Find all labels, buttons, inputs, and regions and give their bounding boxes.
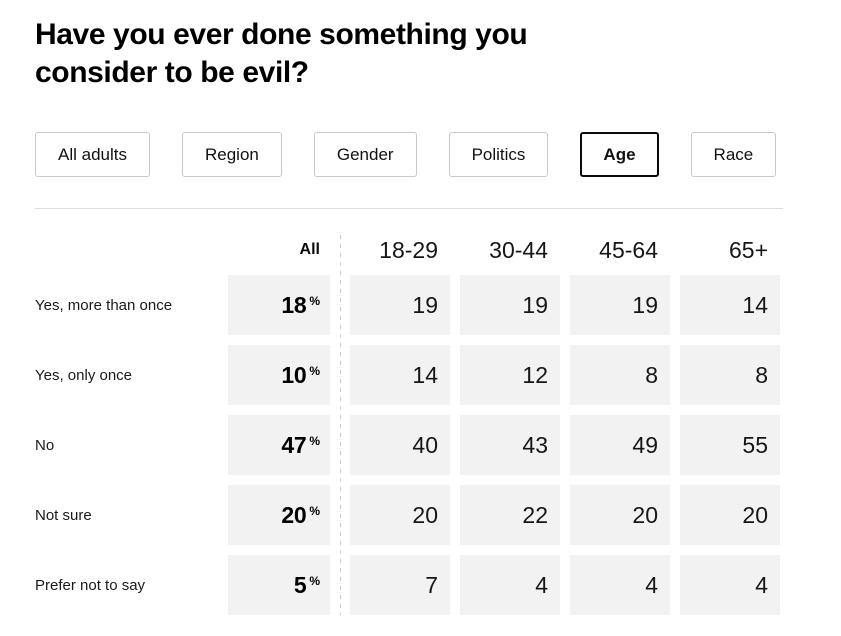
percent-sign: % [309, 434, 320, 448]
value-cell: 20 [350, 485, 450, 545]
all-vs-groups-dashed-separator [340, 235, 341, 615]
tab-region[interactable]: Region [181, 132, 282, 177]
table-row: No 47 % 40 43 49 55 [35, 415, 780, 475]
all-value: 10 [281, 361, 307, 388]
percent-sign: % [309, 364, 320, 378]
all-value: 18 [281, 291, 307, 318]
all-value-cell: 10 % [228, 345, 330, 405]
column-header-65plus: 65+ [728, 236, 768, 263]
tab-all-adults[interactable]: All adults [35, 132, 150, 177]
column-header-all: All [299, 241, 320, 258]
row-label: Yes, more than once [35, 296, 173, 314]
value-cell: 19 [570, 275, 670, 335]
value-cell: 19 [350, 275, 450, 335]
survey-results-widget: Have you ever done something you conside… [35, 18, 841, 615]
value-cell: 40 [350, 415, 450, 475]
value-cell: 14 [680, 275, 780, 335]
all-value-cell: 47 % [228, 415, 330, 475]
value-cell: 43 [460, 415, 560, 475]
value-cell: 4 [570, 555, 670, 615]
table-row: Yes, only once 10 % 14 12 8 8 [35, 345, 780, 405]
value-cell: 14 [350, 345, 450, 405]
all-value: 5 [293, 571, 307, 598]
tab-race[interactable]: Race [690, 132, 777, 177]
value-cell: 4 [680, 555, 780, 615]
value-cell: 4 [460, 555, 560, 615]
table-row: Not sure 20 % 20 22 20 20 [35, 485, 780, 545]
row-label: No [35, 436, 55, 454]
all-value-cell: 5 % [228, 555, 330, 615]
page-title: Have you ever done something you conside… [35, 18, 528, 89]
all-value: 20 [281, 501, 307, 528]
value-cell: 12 [460, 345, 560, 405]
value-cell: 20 [570, 485, 670, 545]
all-value: 47 [281, 431, 307, 458]
row-label: Yes, only once [35, 366, 133, 384]
percent-sign: % [309, 574, 320, 588]
column-header-30-44: 30-44 [489, 236, 548, 263]
tab-age[interactable]: Age [580, 132, 659, 177]
value-cell: 8 [570, 345, 670, 405]
tab-gender[interactable]: Gender [313, 132, 417, 177]
all-value-cell: 18 % [228, 275, 330, 335]
value-cell: 19 [460, 275, 560, 335]
tab-politics[interactable]: Politics [448, 132, 549, 177]
section-divider [35, 208, 783, 209]
value-cell: 8 [680, 345, 780, 405]
value-cell: 55 [680, 415, 780, 475]
percent-sign: % [309, 294, 320, 308]
percent-sign: % [309, 504, 320, 518]
column-header-18-29: 18-29 [379, 236, 438, 263]
value-cell: 7 [350, 555, 450, 615]
row-label: Not sure [35, 506, 92, 524]
table-header-row: All 18-29 30-44 45-64 65+ [35, 236, 780, 263]
table-row: Prefer not to say 5 % 7 4 4 4 [35, 555, 780, 615]
row-label: Prefer not to say [35, 576, 146, 594]
value-cell: 49 [570, 415, 670, 475]
demographic-tabs: All adults Region Gender Politics Age Ra… [35, 132, 841, 177]
column-header-45-64: 45-64 [599, 236, 658, 263]
results-table: All 18-29 30-44 45-64 65+ Yes, more than… [35, 235, 780, 615]
value-cell: 20 [680, 485, 780, 545]
all-value-cell: 20 % [228, 485, 330, 545]
value-cell: 22 [460, 485, 560, 545]
table-row: Yes, more than once 18 % 19 19 19 14 [35, 275, 780, 335]
